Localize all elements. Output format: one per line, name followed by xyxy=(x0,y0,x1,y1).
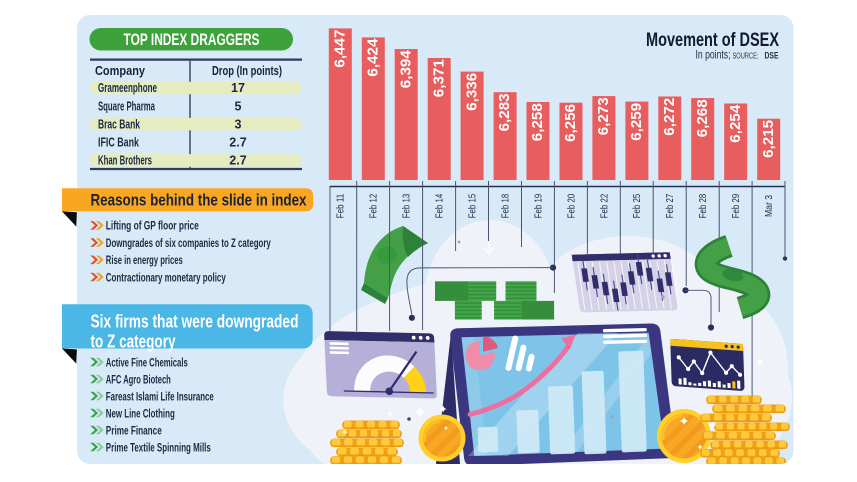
svg-text:IFIC Bank: IFIC Bank xyxy=(98,136,139,150)
svg-text:Downgrades of six companies to: Downgrades of six companies to Z categor… xyxy=(106,236,271,250)
svg-text:Fareast Islami Life Insurance: Fareast Islami Life Insurance xyxy=(106,389,214,403)
svg-text:Mar 3: Mar 3 xyxy=(764,195,775,217)
svg-text:AFC Agro Biotech: AFC Agro Biotech xyxy=(106,372,171,386)
svg-text:Prime Textile Spinning Mills: Prime Textile Spinning Mills xyxy=(106,440,211,454)
svg-text:Grameenphone: Grameenphone xyxy=(98,81,157,95)
svg-text:TOP INDEX DRAGGERS: TOP INDEX DRAGGERS xyxy=(124,30,260,49)
svg-text:6,256: 6,256 xyxy=(563,104,579,142)
svg-text:SOURCE:: SOURCE: xyxy=(733,51,759,60)
svg-text:6,371: 6,371 xyxy=(431,59,447,97)
svg-text:Square Pharma: Square Pharma xyxy=(98,99,156,113)
svg-text:In points;: In points; xyxy=(696,48,731,62)
svg-text:17: 17 xyxy=(231,81,245,95)
svg-text:Prime Finance: Prime Finance xyxy=(106,423,162,437)
svg-text:DSE: DSE xyxy=(765,50,779,60)
svg-text:Movement of DSEX: Movement of DSEX xyxy=(646,29,779,51)
svg-text:6,447: 6,447 xyxy=(333,30,349,68)
svg-text:Feb 20: Feb 20 xyxy=(566,193,577,218)
svg-text:Feb 22: Feb 22 xyxy=(599,193,610,218)
svg-text:6,268: 6,268 xyxy=(695,99,711,137)
svg-text:3: 3 xyxy=(235,117,242,131)
svg-text:Feb 27: Feb 27 xyxy=(665,193,676,218)
svg-text:6,215: 6,215 xyxy=(761,120,777,158)
svg-text:Drop (In points): Drop (In points) xyxy=(212,64,282,78)
svg-text:6,283: 6,283 xyxy=(497,93,513,131)
svg-text:Brac Bank: Brac Bank xyxy=(98,117,140,131)
svg-text:Company: Company xyxy=(95,64,145,78)
svg-text:Rise in energy prices: Rise in energy prices xyxy=(106,253,183,267)
svg-text:Feb 19: Feb 19 xyxy=(533,193,544,218)
svg-text:Feb 18: Feb 18 xyxy=(500,193,511,218)
svg-text:Feb 29: Feb 29 xyxy=(731,193,742,218)
svg-text:Reasons behind the slide in in: Reasons behind the slide in index xyxy=(91,191,307,210)
svg-text:6,258: 6,258 xyxy=(530,103,546,141)
svg-text:5: 5 xyxy=(235,99,242,113)
svg-text:Feb 25: Feb 25 xyxy=(632,193,643,218)
svg-text:Feb 13: Feb 13 xyxy=(402,193,413,218)
svg-text:Lifting of GP floor price: Lifting of GP floor price xyxy=(106,219,199,233)
svg-text:6,254: 6,254 xyxy=(728,105,744,143)
svg-text:Feb 14: Feb 14 xyxy=(435,193,446,218)
svg-text:6,336: 6,336 xyxy=(464,73,480,111)
svg-text:2.7: 2.7 xyxy=(229,154,246,168)
svg-text:Feb 12: Feb 12 xyxy=(369,193,380,218)
svg-text:2.7: 2.7 xyxy=(229,136,246,150)
svg-text:6,272: 6,272 xyxy=(662,98,678,136)
svg-text:6,424: 6,424 xyxy=(365,39,381,77)
svg-text:New Line Clothing: New Line Clothing xyxy=(106,406,175,420)
svg-text:6,394: 6,394 xyxy=(398,50,414,88)
svg-text:Contractionary monetary policy: Contractionary monetary policy xyxy=(106,270,226,284)
svg-text:Active Fine Chemicals: Active Fine Chemicals xyxy=(106,355,188,369)
svg-text:Khan Brothers: Khan Brothers xyxy=(98,154,152,168)
svg-text:Six firms that were downgraded: Six firms that were downgraded xyxy=(91,310,299,331)
svg-text:Feb 15: Feb 15 xyxy=(468,193,479,218)
svg-text:6,273: 6,273 xyxy=(596,97,612,135)
svg-text:Feb 11: Feb 11 xyxy=(336,193,347,218)
svg-text:6,259: 6,259 xyxy=(629,103,645,141)
svg-text:Feb 28: Feb 28 xyxy=(698,193,709,218)
svg-text:to Z category: to Z category xyxy=(91,330,177,351)
